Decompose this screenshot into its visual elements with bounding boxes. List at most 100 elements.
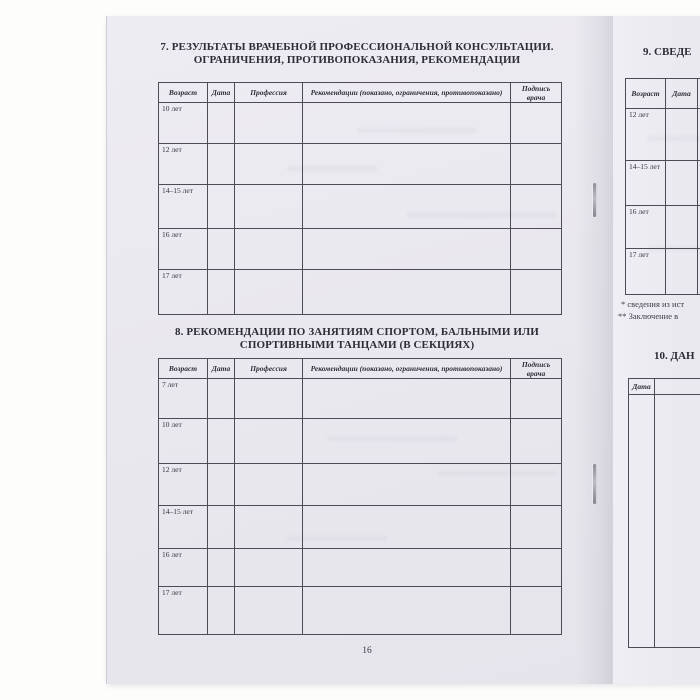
section8-title: 8. РЕКОМЕНДАЦИИ ПО ЗАНЯТИЯМ СПОРТОМ, БАЛ… [152,326,562,352]
age-row-label: 14–15 лет [626,161,666,206]
empty-cell [235,270,303,314]
empty-cell [235,144,303,185]
col-header-age: Возраст [626,79,666,109]
empty-cell [303,270,511,314]
empty-cell [511,549,561,587]
age-row-label: 10 лет [159,103,208,144]
empty-cell [511,506,561,549]
empty-cell [511,419,561,464]
empty-cell [235,185,303,229]
empty-cell [511,229,561,270]
show-through-ghosting [287,166,377,171]
empty-cell [511,270,561,314]
empty-cell [698,161,700,206]
empty-cell [208,549,235,587]
empty-cell [303,229,511,270]
empty-cell [208,144,235,185]
age-row-label: 7 лет [159,379,208,419]
section8-title-line2: СПОРТИВНЫМИ ТАНЦАМИ (В СЕКЦИЯХ) [239,339,475,351]
empty-cell [511,464,561,506]
empty-cell [208,464,235,506]
empty-cell [511,185,561,229]
col-header-age: Возраст [159,359,208,379]
age-row-label: 17 лет [626,249,666,294]
empty-cell [235,587,303,634]
age-row-label: 14–15 лет [159,506,208,549]
empty-cell [698,109,700,161]
age-row-label: 12 лет [159,144,208,185]
section8-title-line1: 8. РЕКОМЕНДАЦИИ ПО ЗАНЯТИЯМ СПОРТОМ, БАЛ… [175,326,539,338]
age-row-label: 17 лет [159,270,208,314]
booklet-spread: 7. РЕЗУЛЬТАТЫ ВРАЧЕБНОЙ ПРОФЕССИОНАЛЬНОЙ… [107,16,700,684]
col-header-profession: Профессия [235,83,303,103]
empty-cell [235,103,303,144]
section7-title-line2: ОГРАНИЧЕНИЯ, ПРОТИВОПОКАЗАНИЯ, РЕКОМЕНДА… [193,54,521,66]
empty-cell [629,395,655,647]
empty-cell [655,395,700,647]
empty-cell [208,587,235,634]
col-header-recommendations: Рекомендации (показано, ограничения, про… [303,359,511,379]
col-header-doctor-signature: Подпись врача [511,359,561,379]
empty-cell [303,379,511,419]
col-header-age: Возраст [159,83,208,103]
section7-title-line1: 7. РЕЗУЛЬТАТЫ ВРАЧЕБНОЙ ПРОФЕССИОНАЛЬНОЙ… [160,41,554,53]
empty-cell [511,379,561,419]
empty-cell [235,464,303,506]
col-header-date: Дата [629,379,655,395]
age-row-label: 12 лет [626,109,666,161]
col-header-date: Дата [208,359,235,379]
staple-icon [593,464,596,504]
empty-cell [303,587,511,634]
footnote-2: ** Заключение в [618,311,679,321]
footnote-1: * сведения из ист [621,299,685,309]
age-row-label: 10 лет [159,419,208,464]
empty-cell [511,144,561,185]
empty-cell [303,464,511,506]
section9-title: 9. СВЕДЕ [643,46,692,58]
empty-cell [698,206,700,249]
col-header-clipped [655,379,700,395]
empty-cell [235,506,303,549]
empty-cell [666,206,698,249]
right-page-sheet [612,16,700,684]
empty-cell [208,270,235,314]
col-header-date: Дата [208,83,235,103]
section10-title: 10. ДАН [654,350,695,362]
empty-cell [666,249,698,294]
empty-cell [208,103,235,144]
show-through-ghosting [437,471,557,476]
col-header-profession: Профессия [235,359,303,379]
empty-cell [235,229,303,270]
age-row-label: 12 лет [159,464,208,506]
empty-cell [303,506,511,549]
empty-cell [666,109,698,161]
section9-table: Возраст Дата 12 лет 14–15 лет 16 лет 17 … [625,78,700,295]
show-through-ghosting [287,536,387,541]
empty-cell [208,419,235,464]
section7-table: Возраст Дата Профессия Рекомендации (пок… [158,82,562,315]
section7-title: 7. РЕЗУЛЬТАТЫ ВРАЧЕБНОЙ ПРОФЕССИОНАЛЬНОЙ… [152,41,562,67]
age-row-label: 17 лет [159,587,208,634]
col-header-date: Дата [666,79,698,109]
empty-cell [235,379,303,419]
age-row-label: 16 лет [626,206,666,249]
show-through-ghosting [357,128,477,133]
empty-cell [235,419,303,464]
age-row-label: 14–15 лет [159,185,208,229]
empty-cell [208,185,235,229]
empty-cell [303,144,511,185]
page-gutter-shadow [575,16,612,684]
empty-cell [511,587,561,634]
empty-cell [303,549,511,587]
page-number: 16 [362,646,372,656]
col-header-clipped [698,79,700,109]
age-row-label: 16 лет [159,229,208,270]
age-row-label: 16 лет [159,549,208,587]
empty-cell [303,103,511,144]
show-through-ghosting [407,212,557,218]
section10-table: Дата [628,378,700,648]
show-through-ghosting [647,136,700,141]
show-through-ghosting [327,436,457,441]
empty-cell [303,185,511,229]
